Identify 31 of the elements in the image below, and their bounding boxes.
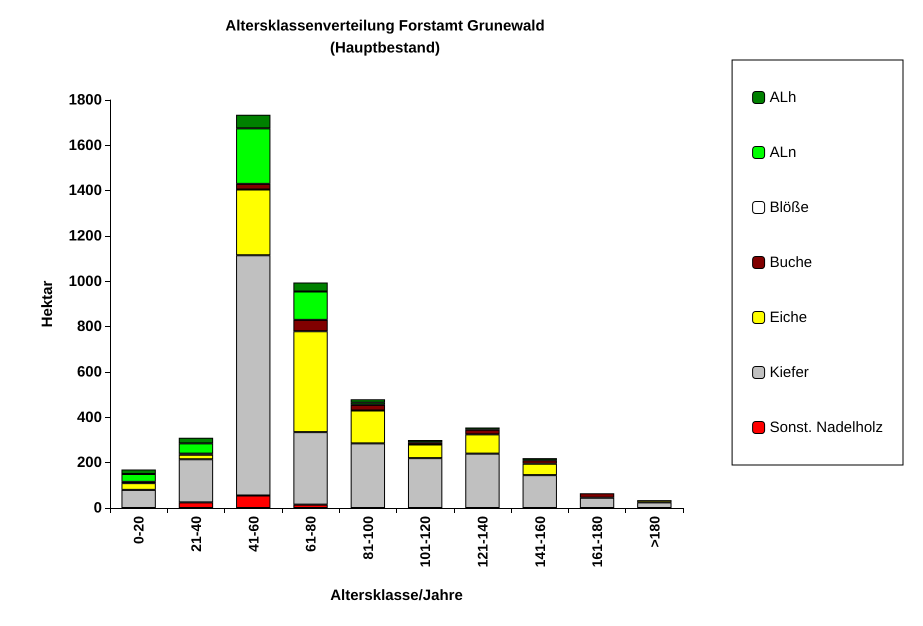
y-tick-label: 800 (76, 318, 102, 336)
legend-label: Sonst. Nadelholz (770, 419, 884, 436)
chart-title: Altersklassenverteilung Forstamt Grunewald (Hauptbestand) (225, 18, 545, 56)
y-tick-label: 600 (76, 364, 102, 380)
x-tick-label: 141-160 (532, 516, 548, 568)
x-tick-label: 0-20 (130, 516, 147, 544)
legend-label: ALn (770, 144, 796, 161)
x-tick-label: 121-140 (474, 516, 490, 568)
legend-label: Buche (770, 254, 812, 271)
x-tick-label: 41-60 (245, 516, 262, 552)
legend-label: Eiche (770, 309, 808, 326)
y-tick-label: 1600 (68, 136, 102, 154)
y-tick-label: 1000 (68, 272, 102, 290)
y-tick-label: 200 (76, 454, 102, 472)
x-tick-label: 21-40 (188, 516, 204, 552)
y-tick-label: 1400 (68, 182, 102, 200)
bar (350, 399, 386, 403)
x-tick-label: 161-180 (589, 516, 606, 568)
legend-label: ALh (770, 89, 796, 106)
x-axis-title: Altersklasse/Jahre (330, 587, 463, 604)
x-tick-label: 81-100 (360, 516, 376, 560)
y-tick-label: 400 (76, 408, 102, 426)
legend-label: Kiefer (770, 364, 809, 381)
y-tick-label: 0 (94, 500, 102, 516)
y-axis-title: Hektar (39, 280, 56, 328)
x-tick-label: 61-80 (302, 516, 319, 552)
x-tick-label: >180 (646, 516, 662, 548)
x-tick-label: 101-120 (417, 516, 434, 568)
y-tick-label: 1200 (68, 228, 102, 244)
y-tick-label: 1800 (68, 92, 102, 108)
legend-label: Blöße (770, 199, 809, 216)
